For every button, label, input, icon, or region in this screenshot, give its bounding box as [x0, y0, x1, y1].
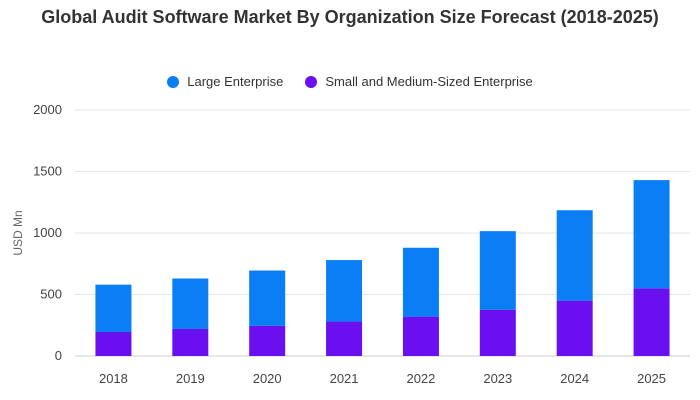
bar-sme-2021[interactable]: [326, 321, 363, 356]
y-tick-label: 1000: [33, 225, 62, 240]
x-tick-label-2022: 2022: [406, 371, 435, 386]
bar-large-2019[interactable]: [172, 278, 209, 329]
x-tick-label-2021: 2021: [330, 371, 359, 386]
bar-sme-2018[interactable]: [95, 332, 132, 356]
bar-sme-2024[interactable]: [556, 300, 593, 356]
axes: 0 500 1000 1500 2000 2018 2019 2020 2021 2022 2023…: [33, 102, 666, 386]
legend-item-sme[interactable]: Small and Medium-Sized Enterprise: [305, 74, 533, 89]
x-tick-label-2025: 2025: [637, 371, 666, 386]
bar-large-2022[interactable]: [402, 247, 439, 317]
bar-large-2023[interactable]: [479, 231, 516, 310]
legend: Large Enterprise Small and Medium-Sized …: [0, 74, 700, 89]
y-tick-label: 2000: [33, 102, 62, 117]
x-tick-label-2018: 2018: [99, 371, 128, 386]
x-tick-label-2019: 2019: [176, 371, 205, 386]
y-tick-label: 0: [55, 348, 62, 363]
bar-sme-2022[interactable]: [402, 316, 439, 356]
legend-label-sme: Small and Medium-Sized Enterprise: [325, 74, 533, 89]
bars: [95, 180, 670, 356]
bar-large-2018[interactable]: [95, 284, 132, 333]
bar-sme-2023[interactable]: [479, 309, 516, 356]
legend-swatch-sme: [305, 75, 318, 88]
chart-title: Global Audit Software Market By Organiza…: [41, 7, 659, 27]
bar-large-2024[interactable]: [556, 210, 593, 301]
legend-label-large-enterprise: Large Enterprise: [187, 74, 284, 89]
bar-sme-2019[interactable]: [172, 328, 209, 356]
x-tick-label-2020: 2020: [253, 371, 282, 386]
bar-sme-2025[interactable]: [633, 288, 670, 356]
x-tick-label-2023: 2023: [483, 371, 512, 386]
grid-lines: [75, 109, 690, 357]
x-tick-label-2024: 2024: [560, 371, 589, 386]
bar-large-2020[interactable]: [249, 270, 286, 326]
bar-large-2025[interactable]: [633, 180, 670, 289]
bar-sme-2020[interactable]: [249, 325, 286, 356]
y-tick-label: 500: [40, 287, 62, 302]
legend-item-large-enterprise[interactable]: Large Enterprise: [167, 74, 283, 89]
y-tick-label: 1500: [33, 164, 62, 179]
bar-large-2021[interactable]: [326, 260, 363, 322]
legend-swatch-large-enterprise: [167, 75, 180, 88]
y-axis-label: USD Mn: [11, 210, 25, 255]
